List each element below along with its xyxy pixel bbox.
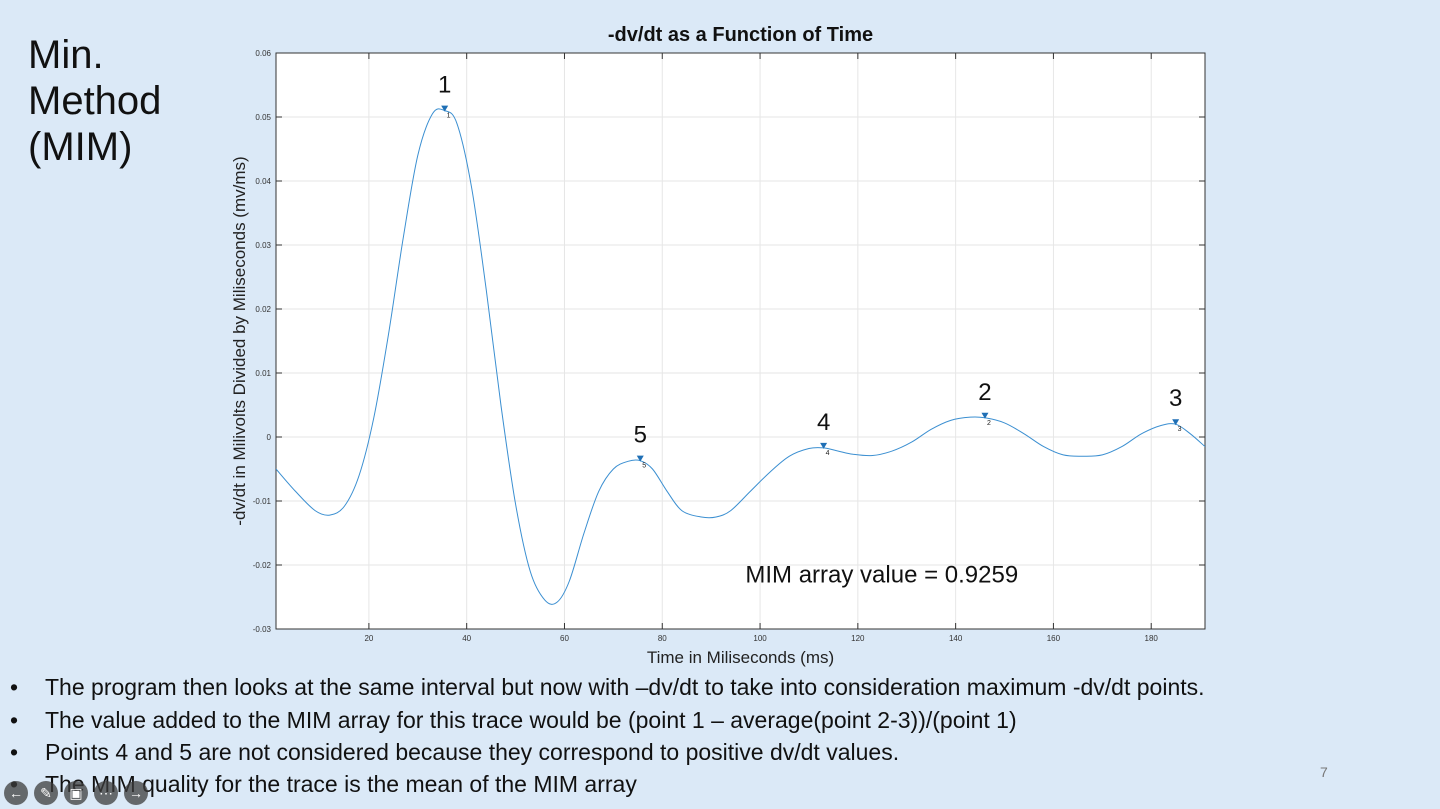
slide-title-line-2: Method bbox=[28, 79, 162, 123]
peak-marker-label: 2 bbox=[987, 420, 991, 427]
peak-marker-label: 3 bbox=[1178, 426, 1182, 433]
peak-marker-label: 4 bbox=[826, 450, 830, 457]
peak-label: 1 bbox=[438, 72, 451, 99]
peak-marker bbox=[636, 455, 644, 462]
mim-annotation: MIM array value = 0.9259 bbox=[745, 561, 1018, 588]
y-axis-label: -dv/dt in Milivolts Divided by Milisecon… bbox=[230, 156, 249, 525]
slide-title: Min. Method (MIM) bbox=[28, 32, 161, 170]
series-line bbox=[276, 108, 1205, 605]
bullet-text: Points 4 and 5 are not considered becaus… bbox=[45, 739, 900, 765]
slide-title-line-3: (MIM) bbox=[28, 125, 133, 169]
y-tick-label: 0.06 bbox=[255, 49, 271, 58]
x-tick-label: 100 bbox=[753, 634, 767, 643]
bullet-text: The value added to the MIM array for thi… bbox=[45, 707, 1017, 733]
chart: 20 40 60 80 100 120 140 160 180 -0.03 -0.02 -0.01 0 0… bbox=[230, 24, 1206, 667]
y-tick-label: 0.03 bbox=[255, 241, 271, 250]
peak-marker bbox=[1172, 419, 1180, 426]
peak-label: 5 bbox=[634, 422, 647, 449]
chart-title: -dv/dt as a Function of Time bbox=[608, 24, 873, 46]
x-tick-label: 60 bbox=[560, 634, 569, 643]
y-tick-label: -0.02 bbox=[253, 561, 272, 570]
peak-label: 4 bbox=[817, 409, 830, 436]
forward-icon[interactable]: → bbox=[124, 781, 148, 805]
pen-icon[interactable]: ✎ bbox=[34, 781, 58, 805]
slides-icon[interactable]: ▣ bbox=[64, 781, 88, 805]
slide-title-line-1: Min. bbox=[28, 33, 104, 77]
x-tick-label: 180 bbox=[1145, 634, 1159, 643]
x-tick-label: 120 bbox=[851, 634, 865, 643]
presentation-toolbar: ← ✎ ▣ ⋯ → bbox=[4, 780, 148, 806]
axes-box bbox=[275, 52, 1206, 630]
y-tick-label: 0.05 bbox=[255, 113, 271, 122]
peak-label: 2 bbox=[978, 379, 991, 406]
peak-marker bbox=[441, 105, 449, 112]
bullet-marker: • bbox=[10, 707, 19, 733]
x-tick-label: 140 bbox=[949, 634, 963, 643]
y-tick-label: 0 bbox=[267, 433, 272, 442]
x-axis-label: Time in Miliseconds (ms) bbox=[647, 648, 834, 667]
bullet-marker: • bbox=[10, 674, 19, 700]
plot-area bbox=[276, 53, 1205, 629]
x-tick-label: 160 bbox=[1047, 634, 1061, 643]
back-icon[interactable]: ← bbox=[4, 781, 28, 805]
peak-marker bbox=[820, 442, 828, 449]
y-tick-label: -0.01 bbox=[253, 497, 272, 506]
peak-marker bbox=[981, 412, 989, 419]
peak-label: 3 bbox=[1169, 385, 1182, 412]
y-tick-label: 0.01 bbox=[255, 369, 271, 378]
x-tick-label: 20 bbox=[364, 634, 373, 643]
more-icon[interactable]: ⋯ bbox=[94, 781, 118, 805]
bullet-text: The program then looks at the same inter… bbox=[45, 674, 1205, 700]
x-tick-label: 40 bbox=[462, 634, 471, 643]
peak-marker-label: 5 bbox=[642, 463, 646, 470]
x-tick-label: 80 bbox=[658, 634, 667, 643]
peak-marker-label: 1 bbox=[447, 113, 451, 120]
bullet-marker: • bbox=[10, 739, 19, 765]
y-tick-label: 0.04 bbox=[255, 177, 271, 186]
page-number: 7 bbox=[1320, 764, 1328, 780]
y-tick-label: 0.02 bbox=[255, 305, 271, 314]
y-tick-label: -0.03 bbox=[253, 625, 272, 634]
